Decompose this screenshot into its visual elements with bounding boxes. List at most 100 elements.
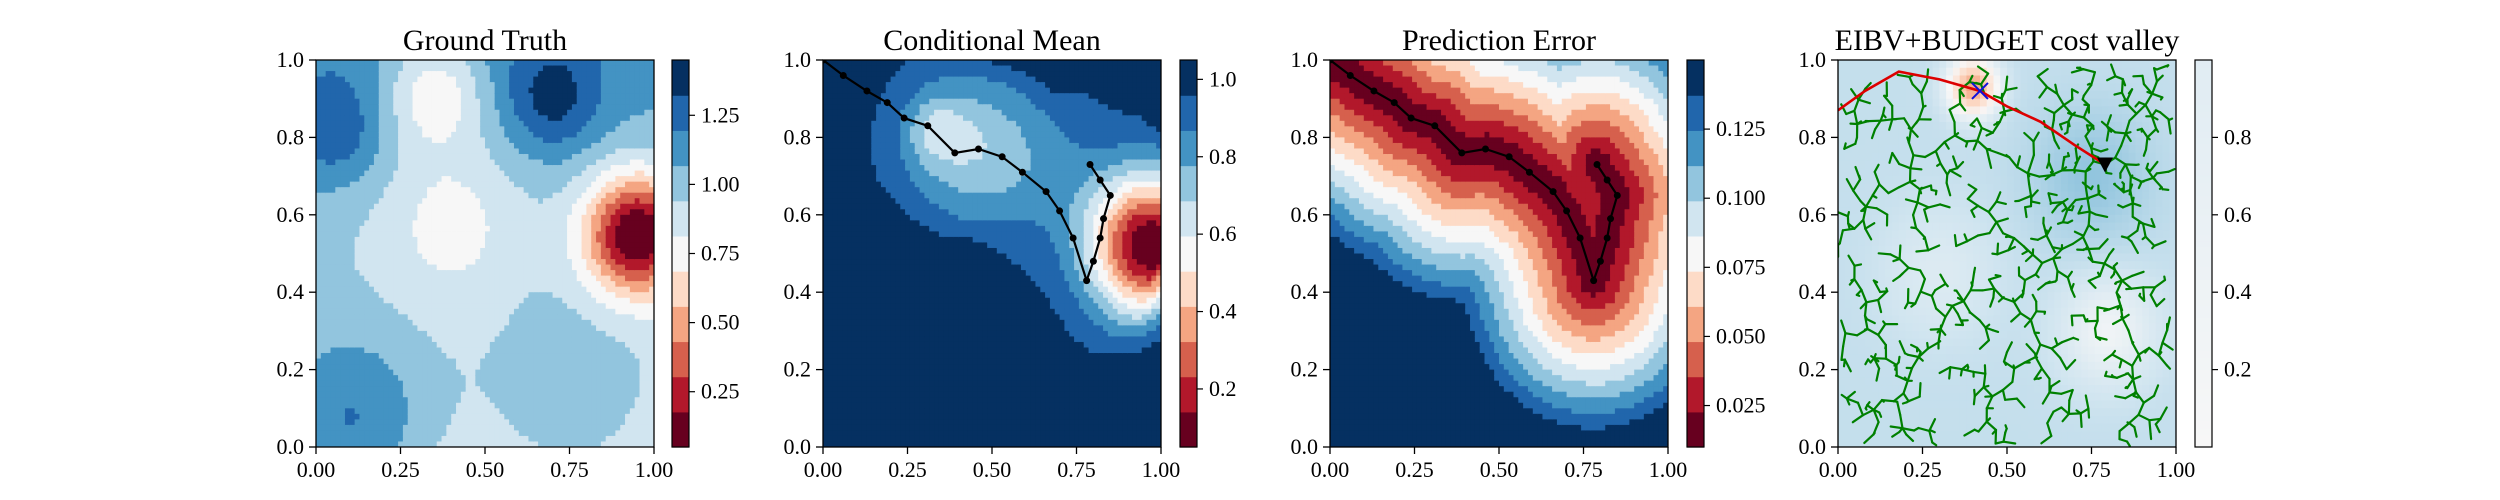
- heat-cell: [475, 341, 481, 349]
- heat-cell: [412, 281, 418, 288]
- heat-cell: [456, 264, 462, 271]
- heat-cell: [494, 286, 501, 293]
- heat-cell: [639, 325, 645, 332]
- heat-cell: [600, 153, 607, 161]
- heat-cell: [354, 253, 361, 260]
- heat-cell: [513, 87, 520, 94]
- heat-cell: [412, 137, 418, 144]
- heat-cell: [417, 203, 423, 210]
- heat-cell: [538, 214, 544, 221]
- heat-cell: [378, 364, 385, 371]
- heat-cell: [499, 391, 505, 398]
- heat-cell: [523, 153, 530, 161]
- heat-cell: [513, 424, 520, 432]
- heat-cell: [489, 386, 496, 393]
- heat-cell: [620, 397, 626, 404]
- heat-cell: [600, 98, 607, 105]
- heat-cell: [649, 137, 654, 144]
- heat-cell: [528, 148, 534, 155]
- heat-cell: [407, 435, 414, 443]
- heat-cell: [605, 281, 612, 288]
- heat-cell: [344, 93, 351, 100]
- heat-cell: [407, 153, 414, 161]
- heat-cell: [591, 87, 597, 94]
- heat-cell: [354, 165, 361, 172]
- heat-cell: [446, 253, 452, 260]
- heat-cell: [436, 341, 443, 349]
- heat-cell: [615, 131, 621, 138]
- heat-cell: [644, 71, 650, 78]
- heat-cell: [523, 148, 530, 155]
- heat-cell: [344, 153, 351, 161]
- heat-cell: [547, 142, 554, 150]
- heat-cell: [330, 314, 336, 321]
- heat-cell: [369, 430, 375, 437]
- heat-cell: [383, 286, 390, 293]
- heat-cell: [533, 270, 539, 277]
- heat-cell: [533, 353, 539, 360]
- heat-cell: [422, 424, 428, 432]
- heat-cell: [576, 187, 583, 194]
- heat-cell: [330, 259, 336, 266]
- heat-cell: [542, 71, 549, 78]
- heat-cell: [364, 347, 370, 354]
- heat-cell: [480, 369, 486, 376]
- heat-cell: [441, 203, 447, 210]
- axis-ticks: 0.00 0.25 0.50 0.75 1.000.00.20.40.60.81.0: [277, 47, 674, 482]
- heat-cell: [422, 314, 428, 321]
- heat-cell: [316, 264, 322, 271]
- heat-cell: [513, 413, 520, 420]
- heat-cell: [349, 347, 356, 354]
- heat-cell: [620, 314, 626, 321]
- heat-cell: [388, 358, 394, 365]
- heat-cell: [625, 170, 631, 177]
- heat-cell: [596, 109, 602, 116]
- heat-cell: [335, 413, 341, 420]
- heat-cell: [567, 120, 573, 127]
- heat-cell: [364, 264, 370, 271]
- heat-cell: [446, 397, 452, 404]
- heat-cell: [373, 347, 380, 354]
- heat-cell: [344, 441, 351, 447]
- heat-cell: [644, 87, 650, 94]
- heat-cell: [571, 104, 578, 111]
- heat-cell: [359, 286, 365, 293]
- heat-cell: [538, 126, 544, 133]
- heat-cell: [629, 76, 636, 83]
- heat-cell: [465, 364, 472, 371]
- heat-cell: [340, 353, 346, 360]
- heat-cell: [335, 148, 341, 155]
- heat-cell: [480, 115, 486, 122]
- heat-cell: [562, 214, 568, 221]
- heat-cell: [586, 82, 592, 89]
- heat-cell: [456, 142, 462, 150]
- heat-cell: [538, 115, 544, 122]
- heat-cell: [412, 159, 418, 166]
- heat-cell: [605, 187, 612, 194]
- heat-cell: [369, 93, 375, 100]
- heat-cell: [644, 165, 650, 172]
- heat-cell: [475, 220, 481, 227]
- heat-cell: [373, 159, 380, 166]
- heat-cell: [325, 214, 332, 221]
- heat-cell: [320, 98, 327, 105]
- heat-cell: [383, 187, 390, 194]
- heat-cell: [644, 375, 650, 382]
- heat-cell: [557, 247, 563, 255]
- heat-cell: [316, 153, 322, 161]
- heat-cell: [412, 225, 418, 232]
- heat-cell: [600, 214, 607, 221]
- heat-cell: [369, 76, 375, 83]
- heat-cell: [644, 330, 650, 338]
- heat-cell: [354, 364, 361, 371]
- heat-cell: [431, 419, 438, 426]
- heat-cell: [533, 375, 539, 382]
- heat-cell: [605, 319, 612, 326]
- heat-cell: [499, 109, 505, 116]
- heat-cell: [610, 369, 616, 376]
- heat-cell: [470, 281, 476, 288]
- heat-cell: [591, 214, 597, 221]
- heat-cell: [620, 170, 626, 177]
- heat-cell: [499, 330, 505, 338]
- heat-cell: [542, 386, 549, 393]
